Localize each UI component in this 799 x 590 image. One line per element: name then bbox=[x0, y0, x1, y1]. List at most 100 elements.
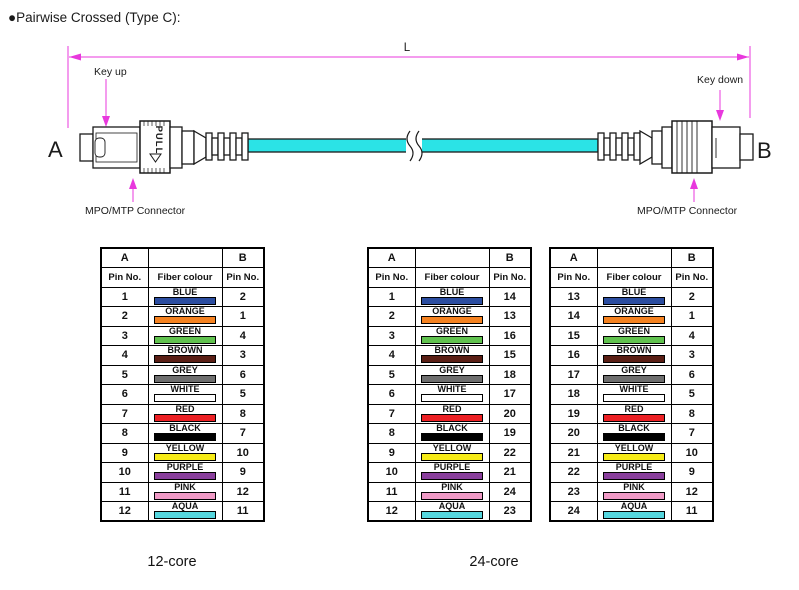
fiber-colour-cell: RED bbox=[414, 403, 490, 424]
fiber-colour-swatch bbox=[603, 355, 665, 364]
end-b-label: B bbox=[757, 138, 772, 163]
caption-12-core: 12-core bbox=[147, 554, 197, 570]
key-down-label: Key down bbox=[697, 74, 743, 86]
pin-row: 21 YELLOW 10 bbox=[549, 442, 714, 463]
column-header-row: Pin No. Fiber colour Pin No. bbox=[367, 266, 532, 288]
pin-a-cell: 12 bbox=[367, 501, 416, 522]
pin-b-cell: 9 bbox=[221, 462, 265, 483]
fiber-colour-label: PURPLE bbox=[615, 462, 653, 473]
pin-row: 7 RED 8 bbox=[100, 403, 265, 424]
pin-b-cell: 20 bbox=[488, 403, 532, 424]
pin-b-cell: 2 bbox=[221, 286, 265, 307]
fiber-colour-cell: BLUE bbox=[596, 286, 672, 307]
pin-b-cell: 18 bbox=[488, 364, 532, 385]
fiber-colour-label: RED bbox=[442, 403, 462, 414]
right-boot-neck bbox=[639, 129, 653, 166]
fiber-colour-label: WHITE bbox=[170, 384, 200, 395]
pin-row: 5 GREY 6 bbox=[100, 364, 265, 385]
pin-row: 22 PURPLE 9 bbox=[549, 462, 714, 483]
pin-row: 8 BLACK 7 bbox=[100, 423, 265, 444]
end-a-label: A bbox=[48, 137, 63, 162]
fiber-colour-label: PINK bbox=[174, 481, 196, 492]
pin-row: 14 ORANGE 1 bbox=[549, 306, 714, 327]
left-ferrule-tip bbox=[79, 133, 94, 162]
pin-row: 23 PINK 12 bbox=[549, 481, 714, 502]
pin-a-cell: 1 bbox=[100, 286, 149, 307]
fiber-colour-header: Fiber colour bbox=[147, 266, 223, 288]
fiber-colour-cell: BLUE bbox=[414, 286, 490, 307]
pin-row: 12 AQUA 11 bbox=[100, 501, 265, 522]
fiber-cable bbox=[247, 138, 599, 153]
fiber-colour-swatch bbox=[421, 511, 483, 519]
fiber-colour-swatch bbox=[154, 413, 216, 422]
fiber-colour-cell: AQUA bbox=[596, 501, 672, 522]
pin-b-cell: 15 bbox=[488, 345, 532, 366]
pin-row: 9 YELLOW 22 bbox=[367, 442, 532, 463]
pin-no-header: Pin No. bbox=[549, 266, 598, 288]
left-step-2 bbox=[181, 130, 195, 165]
pin-a-cell: 10 bbox=[367, 462, 416, 483]
pin-b-cell: 4 bbox=[221, 325, 265, 346]
spacer-header bbox=[414, 247, 490, 268]
fiber-colour-label: BLUE bbox=[439, 286, 465, 297]
pin-a-cell: 4 bbox=[367, 345, 416, 366]
pin-b-cell: 3 bbox=[670, 345, 714, 366]
pin-b-cell: 19 bbox=[488, 423, 532, 444]
pin-b-cell: 3 bbox=[221, 345, 265, 366]
end-header-row: A B bbox=[100, 247, 265, 268]
fiber-colour-swatch bbox=[421, 433, 483, 442]
left-crimp-ribs bbox=[205, 132, 249, 161]
fiber-colour-cell: PINK bbox=[596, 481, 672, 502]
pin-a-cell: 10 bbox=[100, 462, 149, 483]
pin-row: 17 GREY 6 bbox=[549, 364, 714, 385]
pin-a-cell: 22 bbox=[549, 462, 598, 483]
pin-row: 18 WHITE 5 bbox=[549, 384, 714, 405]
pin-row: 9 YELLOW 10 bbox=[100, 442, 265, 463]
fiber-colour-cell: ORANGE bbox=[147, 306, 223, 327]
key-down-arrowhead bbox=[716, 110, 724, 121]
fiber-colour-label: GREEN bbox=[168, 325, 201, 336]
pin-b-cell: 17 bbox=[488, 384, 532, 405]
fiber-colour-swatch bbox=[421, 452, 483, 461]
dimension-annotations bbox=[67, 46, 751, 202]
fiber-colour-swatch bbox=[603, 472, 665, 481]
pin-no-header: Pin No. bbox=[367, 266, 416, 288]
pin-row: 16 BROWN 3 bbox=[549, 345, 714, 366]
pin-a-cell: 16 bbox=[549, 345, 598, 366]
fiber-colour-cell: YELLOW bbox=[596, 442, 672, 463]
end-b-header: B bbox=[670, 247, 714, 268]
fiber-colour-cell: WHITE bbox=[596, 384, 672, 405]
pin-b-cell: 5 bbox=[670, 384, 714, 405]
fiber-colour-swatch bbox=[154, 433, 216, 442]
spacer-header bbox=[147, 247, 223, 268]
pin-row: 6 WHITE 17 bbox=[367, 384, 532, 405]
pin-row: 7 RED 20 bbox=[367, 403, 532, 424]
fiber-colour-cell: GREEN bbox=[147, 325, 223, 346]
fiber-colour-cell: PURPLE bbox=[414, 462, 490, 483]
fiber-colour-swatch bbox=[154, 296, 216, 305]
fiber-colour-label: BROWN bbox=[434, 345, 470, 356]
fiber-colour-swatch bbox=[421, 394, 483, 403]
fiber-colour-label: PURPLE bbox=[166, 462, 204, 473]
fiber-colour-label: WHITE bbox=[619, 384, 649, 395]
fiber-colour-label: YELLOW bbox=[614, 442, 654, 453]
pin-no-header: Pin No. bbox=[221, 266, 265, 288]
right-ferrule-tip bbox=[739, 133, 754, 161]
pin-row: 19 RED 8 bbox=[549, 403, 714, 424]
cable-break-symbol bbox=[406, 130, 423, 162]
pin-a-cell: 9 bbox=[100, 442, 149, 463]
pin-a-cell: 7 bbox=[367, 403, 416, 424]
fiber-colour-label: BLACK bbox=[436, 423, 468, 434]
pin-no-header: Pin No. bbox=[670, 266, 714, 288]
fiber-colour-cell: BLACK bbox=[596, 423, 672, 444]
pin-b-cell: 8 bbox=[670, 403, 714, 424]
pin-a-cell: 11 bbox=[100, 481, 149, 502]
pin-table-24core-second: A B Pin No. Fiber colour Pin No. 13 BLUE… bbox=[549, 247, 714, 522]
pin-a-cell: 5 bbox=[100, 364, 149, 385]
right-sleeve-ridges bbox=[676, 121, 698, 173]
pin-a-cell: 5 bbox=[367, 364, 416, 385]
pin-b-cell: 12 bbox=[670, 481, 714, 502]
right-crimp-ribs bbox=[597, 132, 641, 161]
fiber-colour-label: PINK bbox=[623, 481, 645, 492]
fiber-colour-swatch bbox=[154, 511, 216, 519]
